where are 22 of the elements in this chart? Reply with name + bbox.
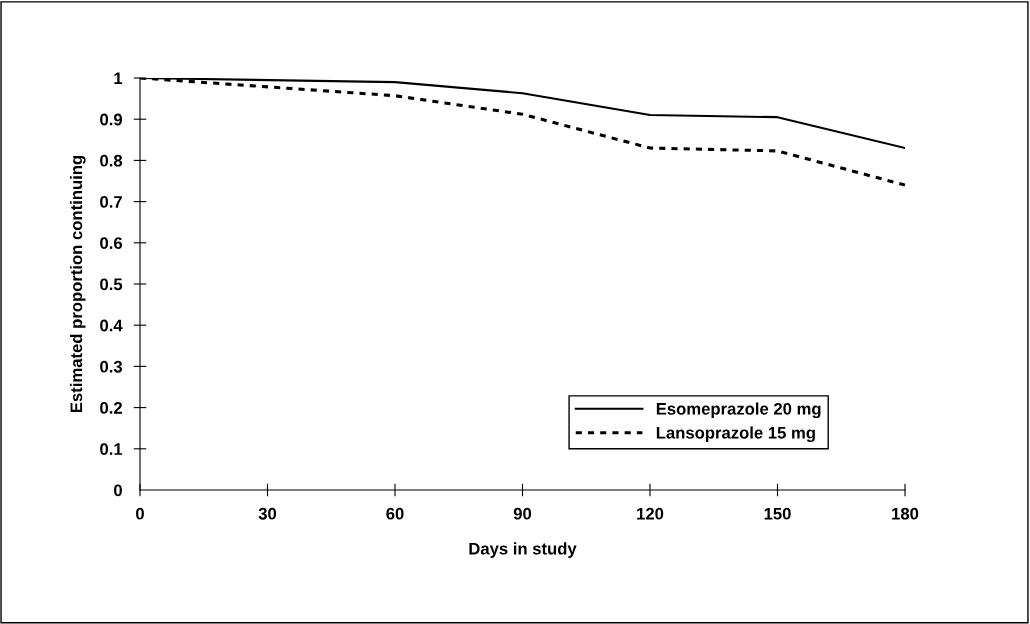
y-tick-label: 0.3: [100, 360, 123, 373]
y-axis-title: Estimated proportion continuing: [69, 155, 86, 413]
y-tick-label: 0.5: [100, 278, 123, 291]
legend-label: Esomeprazole 20 mg: [656, 402, 821, 419]
x-tick-label: 180: [892, 507, 919, 520]
x-tick-label: 0: [136, 507, 144, 520]
x-tick-label: 120: [637, 507, 664, 520]
y-tick-label: 0.9: [100, 113, 123, 126]
y-tick-label: 0: [114, 484, 122, 497]
y-tick-label: 0.4: [100, 319, 123, 332]
y-tick-label: 1: [114, 72, 123, 85]
x-axis-title: Days in study: [469, 542, 577, 558]
y-tick-label: 0.2: [100, 402, 122, 414]
x-tick-label: 150: [764, 507, 791, 520]
x-tick-label: 90: [513, 507, 532, 520]
x-tick-label: 30: [258, 507, 277, 520]
y-tick-label: 0.6: [100, 237, 123, 249]
y-tick-label: 0.1: [100, 443, 123, 455]
x-tick-label: 60: [386, 507, 404, 520]
y-tick-label: 0.7: [100, 196, 122, 208]
legend-label: Lansoprazole 15 mg: [656, 426, 815, 443]
y-tick-label: 0.8: [100, 154, 123, 167]
